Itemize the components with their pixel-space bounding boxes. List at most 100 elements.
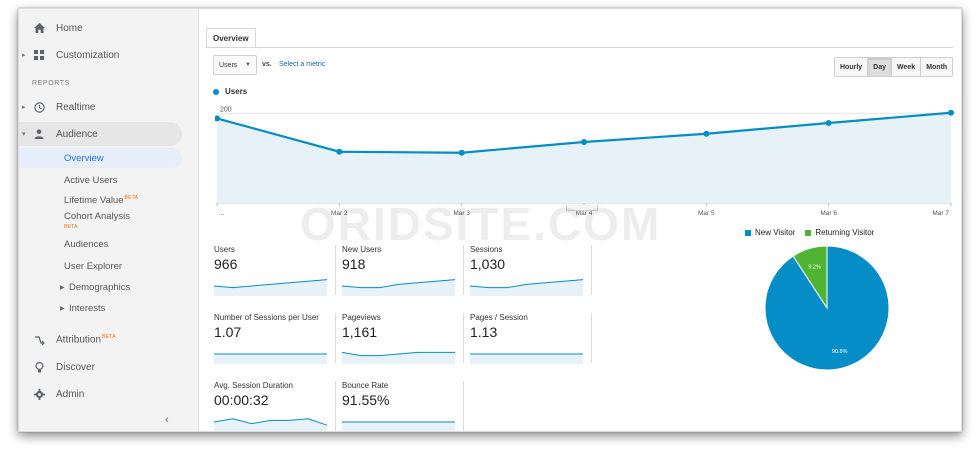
metric-value: 966	[214, 256, 238, 272]
select-metric-link[interactable]: Select a metric	[279, 61, 326, 68]
sidebar-item-label: Customization	[56, 49, 120, 61]
data-point	[458, 149, 465, 156]
sparkline-fill	[342, 352, 455, 364]
chevron-right-icon: ▸	[22, 52, 26, 59]
granularity-toggle: Hourly Day Week Month	[834, 57, 954, 77]
metric-value: 91.55%	[342, 392, 390, 408]
data-point	[703, 130, 710, 137]
sparkline	[342, 421, 455, 431]
sidebar-subitem-interests[interactable]: ▶ Interests	[19, 298, 199, 318]
person-icon	[33, 128, 45, 140]
metric-label: Pages / Session	[470, 313, 528, 322]
data-point	[215, 115, 220, 122]
sparkline	[213, 418, 328, 431]
sidebar-item-customization[interactable]: ▸ Customization	[19, 43, 199, 67]
sidebar-item-label: Realtime	[56, 101, 96, 113]
sidebar-item-attribution[interactable]: AttributionBETA	[19, 328, 199, 352]
pie-legend: New Visitor Returning Visitor	[745, 228, 884, 237]
tile-divider	[463, 381, 464, 431]
metric-tile[interactable]: New Users 918	[341, 245, 459, 297]
tab-overview[interactable]: Overview	[206, 28, 256, 48]
metric-label: Sessions	[470, 245, 503, 254]
beta-badge: BETA	[64, 224, 78, 230]
sidebar-item-home[interactable]: Home	[19, 16, 199, 40]
x-tick-label: Mar 6	[820, 210, 837, 217]
sparkline-fill	[214, 418, 327, 431]
month-button[interactable]: Month	[921, 58, 953, 76]
chevron-right-icon: ▶	[60, 305, 65, 312]
tile-divider	[463, 313, 464, 363]
week-button[interactable]: Week	[892, 58, 922, 76]
sidebar-item-label: Audience	[56, 128, 98, 140]
x-tick-label: Mar 3	[453, 210, 470, 217]
data-point	[336, 148, 343, 155]
sidebar-item-label: Discover	[56, 361, 95, 373]
sparkline-fill	[470, 354, 583, 364]
sidebar-subitem-label: Overview	[64, 152, 104, 164]
metric-value: 00:00:32	[214, 392, 269, 408]
metric-tile[interactable]: Avg. Session Duration 00:00:32	[213, 381, 331, 431]
sidebar-item-realtime[interactable]: ▸ Realtime	[19, 95, 199, 119]
pie-slice-label: 90.8%	[832, 349, 848, 355]
sidebar-subitem-label: Audiences	[64, 238, 109, 250]
tile-divider	[591, 313, 592, 363]
sparkline	[341, 351, 455, 364]
metric-tile[interactable]: Users 966	[213, 245, 331, 297]
metric-tile[interactable]: Bounce Rate 91.55%	[341, 381, 459, 431]
attribution-text: Attribution	[56, 334, 102, 346]
metric-value: 1,030	[470, 256, 506, 272]
clock-icon	[33, 101, 45, 113]
metric-label: Users	[214, 245, 235, 254]
sidebar-subitem-label: Interests	[69, 302, 106, 314]
sparkline-fill	[342, 422, 455, 431]
metric-label: Pageviews	[342, 313, 381, 322]
y-tick-label: 200	[220, 106, 232, 113]
sparkline-line	[341, 351, 455, 357]
metric-tile[interactable]: Pageviews 1,161	[341, 313, 459, 365]
sidebar-subitem-lifetime-value[interactable]: Lifetime ValueBETA	[19, 191, 199, 211]
tile-divider	[335, 313, 336, 363]
pie-slice-returning-visitor	[792, 245, 828, 310]
sidebar-subitem-active-users[interactable]: Active Users	[19, 170, 199, 190]
legend-label: New Visitor	[755, 228, 796, 237]
sidebar-subitem-audiences[interactable]: Audiences	[19, 234, 199, 254]
vs-label: vs.	[262, 61, 272, 68]
sidebar-item-admin[interactable]: Admin	[19, 382, 199, 406]
metric-tile[interactable]: Pages / Session 1.13	[469, 313, 587, 365]
chart-resize-handle[interactable]	[566, 205, 598, 211]
dashboard-grid-icon	[33, 49, 45, 61]
metric-value: 1.13	[470, 324, 498, 340]
tile-divider	[335, 381, 336, 431]
tile-divider	[463, 245, 464, 295]
sparkline	[469, 279, 584, 296]
chevron-down-icon: ▼	[245, 62, 251, 68]
lightbulb-icon	[33, 361, 45, 373]
pie-slice-label: 9.2%	[808, 264, 821, 270]
metric-select[interactable]: Users ▼	[213, 55, 257, 75]
hourly-button[interactable]: Hourly	[835, 58, 869, 76]
sidebar-subitem-cohort-analysis[interactable]: Cohort Analysis BETA	[19, 210, 199, 232]
tile-divider	[591, 245, 592, 295]
data-point	[825, 120, 832, 126]
sidebar-item-discover[interactable]: Discover	[19, 355, 199, 379]
sidebar-subitem-user-explorer[interactable]: User Explorer	[19, 256, 199, 276]
metric-tile[interactable]: Number of Sessions per User 1.07	[213, 313, 331, 365]
metric-tile[interactable]: Sessions 1,030	[469, 245, 587, 297]
sidebar-item-audience[interactable]: ▾ Audience	[19, 122, 182, 146]
sparkline-fill	[342, 279, 455, 296]
main-content: Overview Users ▼ vs. Select a metric Hou…	[200, 9, 961, 431]
tab-divider	[206, 47, 953, 48]
chevron-right-icon: ▸	[22, 104, 26, 111]
metric-value: 1,161	[342, 324, 378, 340]
collapse-sidebar-icon[interactable]: ‹	[165, 414, 169, 426]
sidebar-subitem-label: User Explorer	[64, 260, 123, 272]
sidebar-subitem-label: Cohort Analysis BETA	[64, 212, 130, 232]
sidebar-subitem-overview[interactable]: Overview	[19, 148, 182, 168]
chart-legend: Users	[213, 87, 247, 96]
legend-label: Users	[225, 87, 248, 96]
metric-value: 918	[342, 256, 366, 272]
day-button[interactable]: Day	[868, 58, 893, 76]
sidebar-subitem-demographics[interactable]: ▶ Demographics	[19, 277, 199, 297]
x-tick-label: Mar 4	[576, 210, 593, 217]
